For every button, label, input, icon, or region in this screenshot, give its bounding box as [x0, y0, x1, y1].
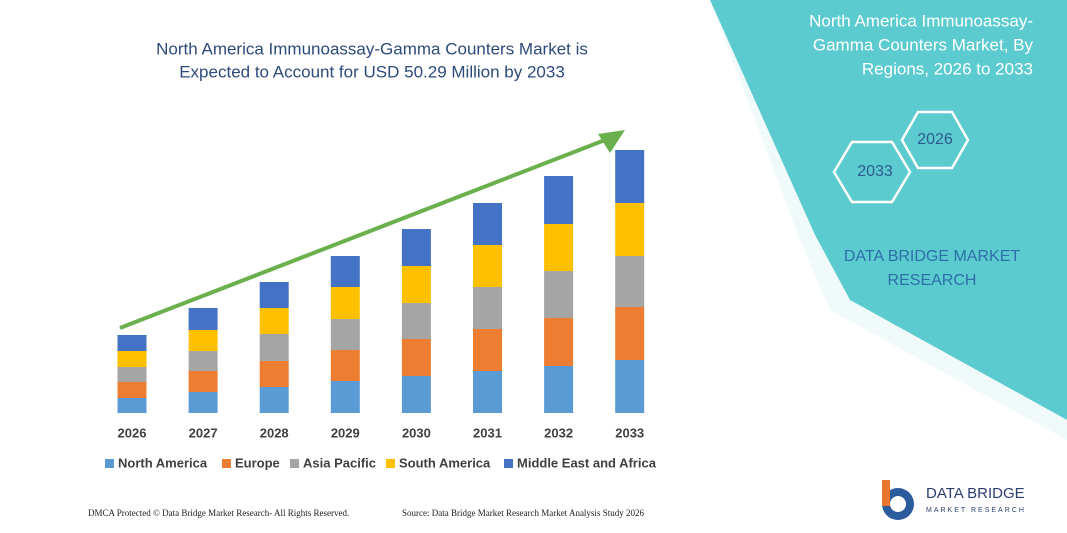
x-tick-label: 2027 [189, 425, 218, 440]
chart-title: North America Immunoassay-Gamma Counters… [156, 39, 588, 58]
bar-segment [544, 318, 574, 366]
bar-segment [117, 351, 147, 367]
bar-segment [615, 203, 645, 256]
bar-segment [188, 392, 218, 413]
bar-segment [259, 361, 289, 387]
bar-segment [544, 271, 574, 318]
hexagon [900, 110, 970, 170]
bar-segment [473, 203, 502, 245]
legend-swatch [504, 459, 513, 468]
bar-segment [188, 371, 218, 392]
bar-segment [473, 329, 502, 371]
bar-segment [117, 367, 147, 382]
legend-label: North America [118, 455, 208, 470]
bar-segment [473, 245, 502, 287]
bar-segment [473, 371, 502, 413]
hexagon [832, 140, 912, 204]
panel-title: Regions, 2026 to 2033 [862, 59, 1033, 78]
x-tick-label: 2032 [544, 425, 573, 440]
bar-segment [401, 339, 431, 376]
bar-segment [188, 351, 218, 371]
bar-segment [188, 330, 218, 351]
side-panel-bg [710, 0, 1067, 420]
bar-segment [330, 350, 360, 381]
bar-segment [117, 398, 147, 413]
bar-segment [544, 224, 574, 271]
trend-arrow [119, 138, 606, 330]
bar-segment [544, 176, 574, 224]
panel-brand: DATA BRIDGE MARKET [844, 248, 1021, 265]
footer-right: Source: Data Bridge Market Research Mark… [402, 508, 644, 518]
bar-segment [117, 335, 147, 351]
legend-label: South America [399, 455, 491, 470]
logo-icon [882, 480, 914, 520]
panel-brand: RESEARCH [888, 272, 977, 289]
bar-segment [473, 287, 502, 329]
bar-segment [401, 376, 431, 413]
bar-segment [615, 307, 645, 360]
legend-label: Europe [235, 455, 280, 470]
hexagon-label: 2026 [917, 131, 953, 148]
x-tick-label: 2026 [118, 425, 147, 440]
x-tick-label: 2030 [402, 425, 431, 440]
logo-name: DATA BRIDGE [926, 485, 1025, 502]
bar-segment [544, 366, 574, 413]
x-tick-label: 2031 [473, 425, 502, 440]
hexagon-label: 2033 [857, 163, 893, 180]
bar-segment [401, 229, 431, 266]
x-tick-label: 2033 [615, 425, 644, 440]
bar-segment [259, 308, 289, 334]
bar-segment [401, 303, 431, 339]
legend-swatch [105, 459, 114, 468]
bar-segment [330, 381, 360, 413]
bar-segment [330, 287, 360, 319]
x-tick-label: 2029 [331, 425, 360, 440]
panel-title: Gamma Counters Market, By [813, 35, 1034, 54]
legend-label: Middle East and Africa [517, 455, 657, 470]
bar-segment [615, 150, 645, 203]
bar-segment [401, 266, 431, 303]
x-tick-label: 2028 [260, 425, 289, 440]
bar-segment [615, 256, 645, 307]
legend-label: Asia Pacific [303, 455, 376, 470]
bar-segment [615, 360, 645, 413]
bar-segment [117, 382, 147, 398]
panel-title: North America Immunoassay- [809, 11, 1033, 30]
chart-title: Expected to Account for USD 50.29 Millio… [179, 62, 565, 81]
footer-left: DMCA Protected © Data Bridge Market Rese… [88, 508, 349, 518]
bar-segment [330, 319, 360, 350]
legend-swatch [222, 459, 231, 468]
logo-tagline: MARKET RESEARCH [926, 507, 1026, 514]
bar-segment [188, 308, 218, 330]
trend-arrow-head [598, 130, 625, 153]
bar-segment [330, 256, 360, 287]
legend-swatch [290, 459, 299, 468]
bar-segment [259, 282, 289, 308]
bar-segment [259, 387, 289, 413]
bar-segment [259, 334, 289, 361]
legend-swatch [386, 459, 395, 468]
